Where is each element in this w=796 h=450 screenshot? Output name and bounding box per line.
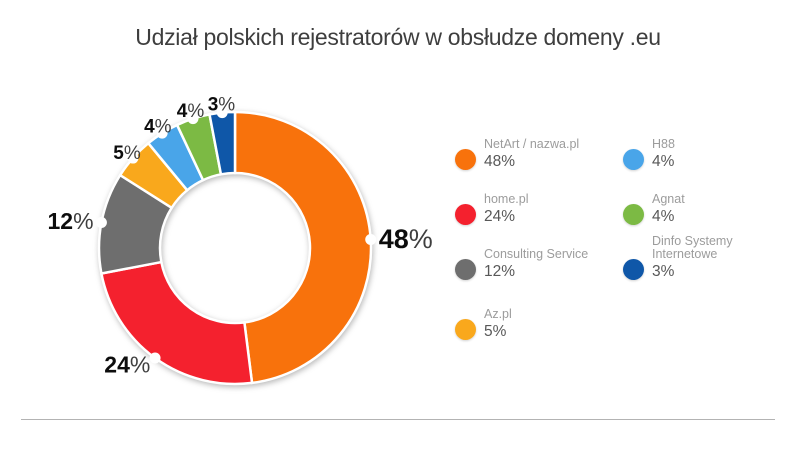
slice-notch-consulting-service: [95, 217, 107, 229]
page-title: Udział polskich rejestratorów w obsłudze…: [135, 24, 661, 50]
slice-labels-group: 48%24%12%5%4%4% 3%: [48, 94, 433, 377]
legend-item-dinfo-systemy-internetowe: Dinfo Systemy Internetowe 3%: [623, 235, 752, 280]
slice-notch-home-pl: [149, 352, 161, 364]
legend-item-agnat: Agnat 4%: [623, 193, 685, 225]
legend-item-value: 3%: [652, 263, 675, 280]
legend-item-netart-nazwa-pl: NetArt / nazwa.pl 48%: [455, 138, 579, 170]
slice-value-label-home-pl: 24%: [104, 351, 150, 377]
slice-value-label-h88: 4%: [144, 116, 172, 137]
legend-item-value: 5%: [484, 323, 507, 340]
slice-value-label-az-pl: 5%: [113, 142, 141, 163]
legend-item-name: H88: [652, 137, 675, 151]
slice-notch-agnat: [187, 113, 199, 125]
legend-item-name: NetArt / nazwa.pl: [484, 137, 580, 151]
legend-item-value: 4%: [652, 153, 675, 170]
slice-notch-az-pl: [127, 152, 139, 164]
legend-item-consulting-service: Consulting Service 12%: [455, 248, 588, 280]
slice-value-label-consulting-service: 12%: [48, 208, 94, 234]
slice-value-label-dinfo-systemy-internetowe: 3%: [208, 94, 236, 115]
legend-item-az-pl: Az.pl 5%: [455, 308, 512, 340]
donut-slice-home-pl: [99, 260, 254, 386]
legend-item-value: 12%: [484, 263, 516, 280]
slice-value-label-netart-nazwa-pl: 48%: [379, 224, 433, 254]
legend-item-home-pl: home.pl 24%: [455, 193, 528, 225]
legend-item-name: Dinfo Systemy Internetowe: [652, 234, 733, 261]
legend-color-dot-dinfo-systemy-internetowe: [623, 259, 644, 280]
slice-notches-group: [95, 107, 377, 364]
legend-color-dot-consulting-service: [455, 259, 476, 280]
legend-color-dot-home-pl: [455, 204, 476, 225]
slice-notch-netart-nazwa-pl: [365, 233, 377, 245]
legend-item-name: Az.pl: [484, 307, 512, 321]
legend-item-value: 48%: [484, 153, 516, 170]
legend-color-dot-netart-nazwa-pl: [455, 149, 476, 170]
legend-item-value: 24%: [484, 208, 516, 225]
legend-color-dot-h88: [623, 149, 644, 170]
donut-slices-group: [97, 110, 373, 386]
legend-item-value: 4%: [652, 208, 675, 225]
legend-color-dot-az-pl: [455, 319, 476, 340]
slice-notch-h88: [156, 127, 168, 139]
slice-value-label-agnat: 4%: [177, 101, 205, 122]
legend-color-dot-agnat: [623, 204, 644, 225]
footer-divider: [21, 419, 775, 420]
legend-item-name: home.pl: [484, 192, 529, 206]
legend-item-h88: H88 4%: [623, 138, 675, 170]
legend-item-name: Consulting Service: [484, 247, 589, 261]
donut-slice-netart-nazwa-pl: [233, 110, 373, 385]
slice-notch-dinfo-systemy-internetowe: [216, 107, 228, 119]
legend-item-name: Agnat: [652, 192, 685, 206]
